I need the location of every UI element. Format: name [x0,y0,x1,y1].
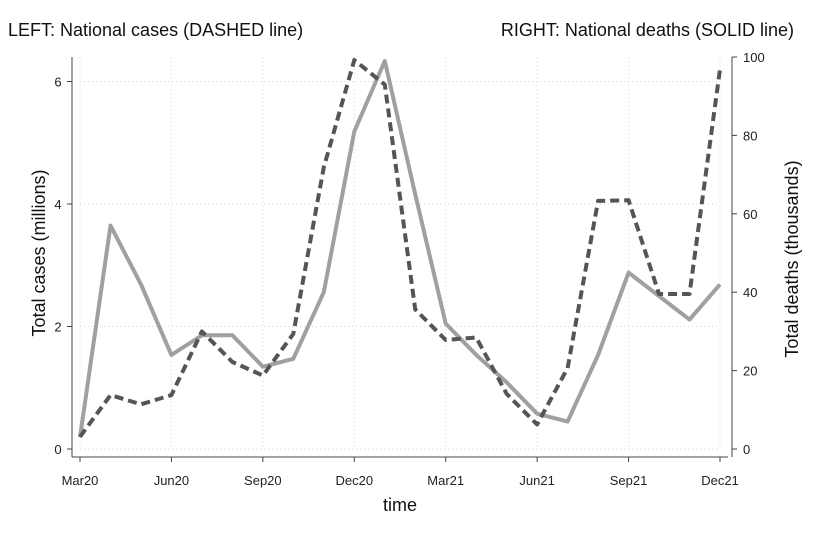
series-line-cases [78,58,722,438]
y-left-tick-label: 4 [54,197,61,212]
y-right-tick-label: 0 [743,442,750,457]
chart-title-left: LEFT: National cases (DASHED line) [8,20,304,40]
y-left-tick-label: 2 [54,320,61,335]
y-right-tick-label: 80 [743,128,757,143]
y-left-tick-label: 6 [54,75,61,90]
x-tick-label: Dec20 [335,473,373,488]
x-tick-label: Jun20 [154,473,189,488]
series-group [78,58,722,438]
y-right-tick-label: 60 [743,207,757,222]
y-right-tick-label: 40 [743,285,757,300]
x-tick-label: Jun21 [519,473,554,488]
axes: Mar20 Jun20 Sep20 Dec20 Mar21 Jun21 Sep21 Dec21… [54,50,764,488]
y-left-tick-label: 0 [54,442,61,457]
y-axis-right-title: Total deaths (thousands) [782,160,802,357]
x-tick-label: Sep21 [610,473,648,488]
x-axis-title: time [383,495,417,515]
x-tick-label: Mar20 [62,473,99,488]
x-tick-label: Dec21 [701,473,739,488]
x-tick-label: Sep20 [244,473,282,488]
chart-title-right: RIGHT: National deaths (SOLID line) [500,20,794,40]
x-tick-label: Mar21 [427,473,464,488]
series-line-deaths [78,58,722,438]
y-right-tick-label: 20 [743,364,757,379]
y-right-tick-label: 100 [743,50,765,65]
grid [79,57,721,450]
y-axis-left-title: Total cases (millions) [29,169,49,336]
